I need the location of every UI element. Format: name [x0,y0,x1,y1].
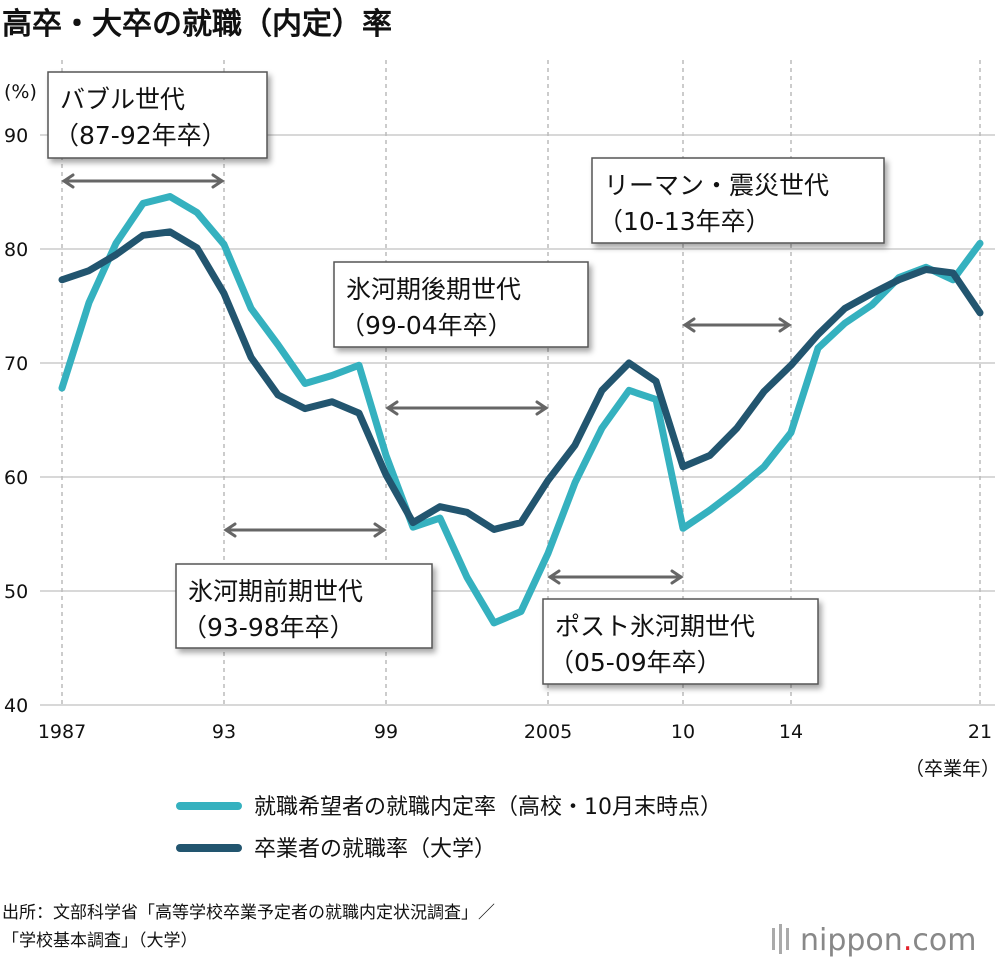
era-years: （05-09年卒） [549,648,722,677]
source-line-1: 出所：文部科学省「高等学校卒業予定者の就職内定状況調査」／ [2,903,495,923]
y-axis-unit: (%) [4,81,37,103]
era-annotation-box: ポスト氷河期世代 （05-09年卒） [542,598,819,685]
x-tick-label: 21 [968,721,992,743]
era-name: リーマン・震災世代 [604,171,829,200]
series-lines [58,193,984,627]
era-years: （93-98年卒） [182,613,355,642]
era-arrows [61,173,792,585]
era-annotations: バブル世代 （87-92年卒） 氷河期前期世代 （93-98年卒） 氷河期後期世代 （99… [47,71,885,685]
legend: 就職希望者の就職内定率（高校・10月末時点） 卒業者の就職率（大学） [176,795,722,862]
era-years: （10-13年卒） [598,207,771,236]
era-arrow [385,400,549,416]
y-tick-label: 50 [4,581,28,603]
era-annotation-box: リーマン・震災世代 （10-13年卒） [591,157,885,244]
y-tick-label: 70 [4,353,28,375]
x-axis-unit: （卒業年） [905,758,1000,780]
series-line-1 [58,228,984,533]
era-years: （87-92年卒） [54,121,227,150]
x-tick-label: 99 [374,721,398,743]
era-arrow [61,173,225,189]
chart-title: 高卒・大卒の就職（内定）率 [2,7,392,42]
legend-label-1: 卒業者の就職率（大学） [254,837,496,862]
y-tick-label: 90 [4,125,28,147]
era-arrow [223,522,387,538]
era-annotation-box: バブル世代 （87-92年卒） [47,71,268,159]
x-tick-label: 2005 [524,721,572,743]
x-tick-label: 1987 [38,721,86,743]
era-arrow [682,317,792,333]
era-name: 氷河期前期世代 [188,577,363,606]
nippon-logo: nippon.com [772,923,976,958]
era-years: （99-04年卒） [340,311,513,340]
svg-text:nippon.com: nippon.com [800,923,976,958]
era-annotation-box: 氷河期後期世代 （99-04年卒） [333,261,589,348]
series-line-0 [58,193,984,627]
y-tick-label: 80 [4,239,28,261]
era-annotation-box: 氷河期前期世代 （93-98年卒） [175,563,433,649]
era-name: バブル世代 [60,85,185,114]
tick-labels: 40 50 60 70 80 90 1987 93 99 2005 10 14 21 [4,125,992,743]
x-tick-label: 93 [212,721,236,743]
legend-label-0: 就職希望者の就職内定率（高校・10月末時点） [254,795,722,820]
y-tick-label: 40 [4,695,28,717]
era-name: ポスト氷河期世代 [555,612,755,641]
y-tick-label: 60 [4,467,28,489]
source-line-2: 「学校基本調査」（大学） [2,931,198,951]
x-tick-label: 14 [779,721,803,743]
x-tick-label: 10 [671,721,695,743]
era-arrow [547,569,684,585]
era-name: 氷河期後期世代 [346,275,521,304]
